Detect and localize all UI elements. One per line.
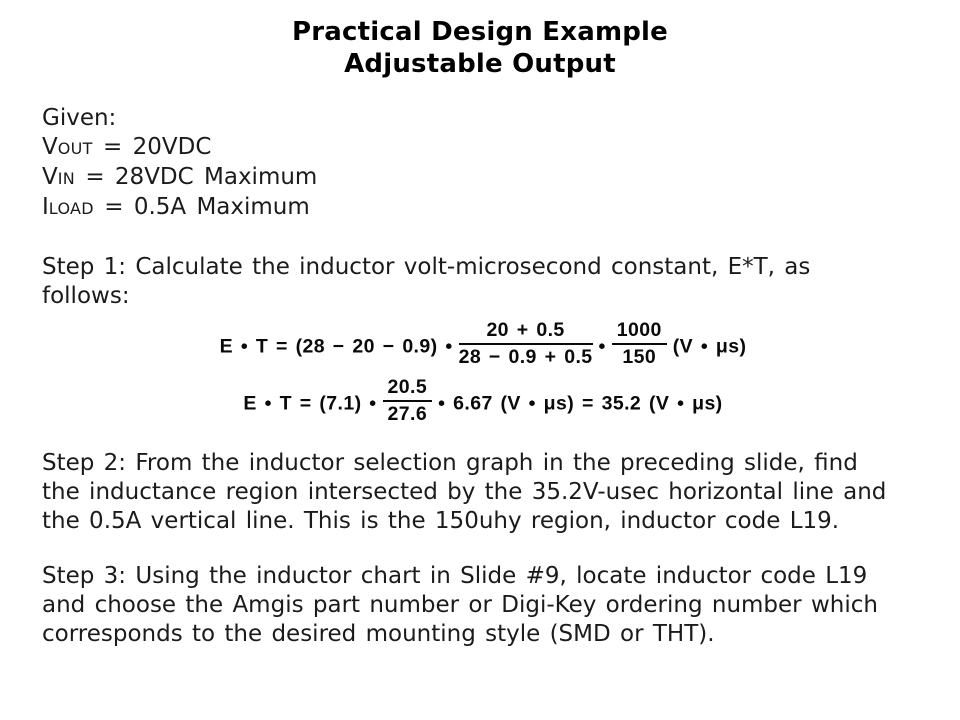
step-3-text: Step 3: Using the inductor chart in Slid… [42,562,878,647]
slide-title: Practical Design Example Adjustable Outp… [0,0,960,80]
equation-1-units: (V • μs) [672,335,747,358]
given-section: Given: VOUT = 20VDC VIN = 28VDC Maximum … [42,104,924,223]
vout-value: = 20VDC [92,134,212,160]
equation-1: E • T = (28 − 20 − 0.9) • 20 + 0.5 28 − 0.… [42,319,924,372]
equation-2-fraction-denominator: 27.6 [387,403,428,426]
step-2-text: Step 2: From the inductor selection grap… [42,449,887,534]
given-vout-line: VOUT = 20VDC [42,133,924,163]
equation-1-fraction-1-numerator: 20 + 0.5 [458,319,593,346]
equation-2: E • T = (7.1) • 20.5 27.6 • 6.67 (V • μs) =… [42,376,924,429]
iload-subscript: LOAD [48,199,94,218]
slide-content: Given: VOUT = 20VDC VIN = 28VDC Maximum … [0,104,960,649]
given-iload-line: ILOAD = 0.5A Maximum [42,193,924,223]
equation-1-fraction-2-denominator: 150 [622,346,657,369]
equation-2-result: • 6.67 (V • μs) = 35.2 (V • μs) [438,392,723,415]
given-heading: Given: [42,105,117,131]
equation-1-multiply-dot: • [598,335,606,358]
vout-subscript: OUT [57,139,93,158]
equation-1-fraction-2: 1000 150 [611,319,667,369]
iload-value: = 0.5A Maximum [93,194,310,220]
equation-2-fraction: 20.5 27.6 [382,376,433,426]
step-1-text: Step 1: Calculate the inductor volt-micr… [42,254,811,309]
equation-2-fraction-numerator: 20.5 [382,376,433,403]
vin-subscript: IN [57,169,76,188]
equation-1-fraction-2-numerator: 1000 [611,319,667,346]
vin-symbol: V [42,164,58,190]
title-line-2: Adjustable Output [344,49,616,79]
vin-value: = 28VDC Maximum [75,164,318,190]
equation-1-fraction-1: 20 + 0.5 28 − 0.9 + 0.5 [458,319,593,369]
equation-2-lhs: E • T = (7.1) • [243,392,377,415]
equation-1-lhs: E • T = (28 − 20 − 0.9) • [219,335,453,358]
iload-symbol: I [42,194,49,220]
vout-symbol: V [42,134,58,160]
title-line-1: Practical Design Example [292,17,668,47]
given-vin-line: VIN = 28VDC Maximum [42,163,924,193]
equation-1-fraction-1-denominator: 28 − 0.9 + 0.5 [458,346,593,369]
